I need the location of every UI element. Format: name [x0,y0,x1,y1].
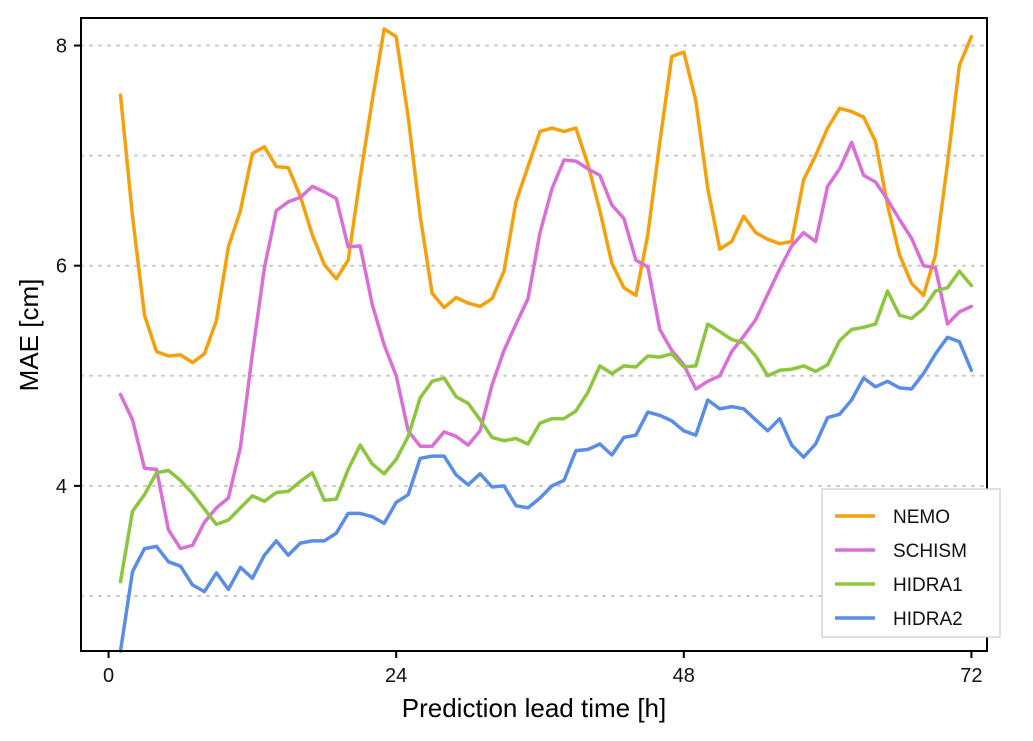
plot-frame [80,17,988,652]
legend-label-nemo: NEMO [893,507,950,528]
legend-box [821,488,1001,638]
series-line-hidra1 [118,269,974,584]
series-line-nemo [118,27,974,365]
x-tick-label: 0 [103,665,114,687]
legend-label-hidra1: HIDRA1 [893,575,963,596]
y-tick-label: 4 [56,476,67,498]
legend-label-schism: SCHISM [893,541,967,562]
x-tick-label: 72 [960,665,982,687]
series-line-hidra2 [118,335,974,653]
legend-label-hidra2: HIDRA2 [893,609,963,630]
legend: NEMO SCHISM HIDRA1 HIDRA2 [821,488,1001,638]
y-tick-label: 6 [56,256,67,278]
x-axis-title: Prediction lead time [h] [402,693,666,723]
y-tick-label: 8 [56,36,67,58]
series-line-schism [118,140,974,551]
series-lines [118,27,974,653]
x-tick-label: 48 [673,665,695,687]
x-tick-label: 24 [385,665,407,687]
y-axis-title: MAE [cm] [14,279,44,392]
axis-ticks: 0 24 48 72 4 6 8 [56,36,983,687]
